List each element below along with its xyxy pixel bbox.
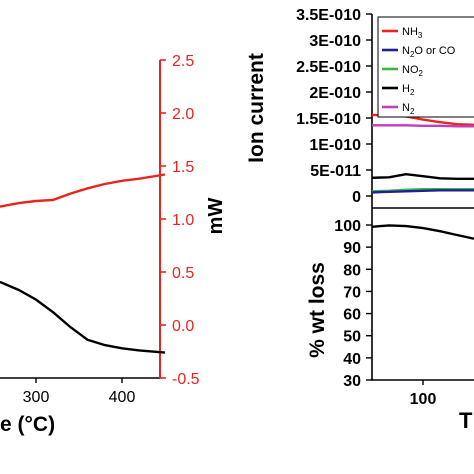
- x-axis-tick-labels: 300 400: [23, 389, 136, 406]
- right-axis-label: mW: [205, 198, 227, 235]
- ion-current-tick-label: 1E-010: [309, 137, 361, 154]
- n2o-or-co-line: [371, 189, 474, 194]
- right-axis-tick-labels: 2.5 2.0 1.5 1.0 0.5 0.0 -0.5: [172, 53, 200, 388]
- dsc-plot-frame: [0, 60, 161, 379]
- h2-line: [371, 172, 474, 181]
- wt-loss-tick-label: 30: [343, 373, 361, 390]
- x-axis-tick-label: 300: [23, 389, 50, 406]
- x-axis-label-fragment: e (°C): [0, 413, 55, 436]
- x-axis-tick-label: 400: [109, 389, 136, 406]
- ion-current-tick-label: 0: [352, 189, 361, 206]
- x-axis-ticks: [35, 378, 123, 383]
- wt-loss-ticks: [366, 224, 372, 381]
- ms-x-axis-tick-label: 100: [410, 391, 437, 408]
- ms-x-axis-label-fragment: T: [459, 408, 473, 433]
- ms-tga-panel: Ion current % wt loss 3.5E-010 3E-010 2.5E…: [245, 7, 474, 433]
- wt-loss-tick-label: 70: [343, 284, 361, 301]
- dsc-panel: 2.5 2.0 1.5 1.0 0.5 0.0 -0.5 mW 300 400 e (°C): [0, 53, 227, 436]
- legend-label: NO2: [402, 64, 424, 78]
- wt-loss-tick-label: 50: [343, 329, 361, 346]
- wt-loss-tick-labels: 100 90 80 70 60 50 40 30: [334, 218, 361, 390]
- wt-loss-line: [371, 224, 474, 240]
- wt-loss-tick-label: 80: [343, 262, 361, 279]
- legend-label: N2O or CO: [402, 45, 456, 59]
- right-axis-tick-label: 0.0: [172, 318, 194, 335]
- dsc-series-group: [0, 173, 166, 354]
- legend-box: [377, 16, 474, 118]
- legend-label: NH3: [402, 26, 423, 40]
- ion-current-tick-label: 3E-010: [309, 33, 361, 50]
- dsc-black-line: [0, 280, 166, 354]
- ion-current-series-group: [371, 113, 474, 194]
- ion-current-ticks: [366, 13, 372, 197]
- wt-loss-tick-label: 100: [334, 218, 361, 235]
- right-axis-tick-label: 0.5: [172, 265, 194, 282]
- ion-current-tick-label: 2E-010: [309, 85, 361, 102]
- wt-loss-axis-label: % wt loss: [306, 262, 329, 358]
- ion-current-axis-label: Ion current: [245, 53, 268, 163]
- right-axis-ticks: [160, 59, 166, 379]
- wt-loss-tick-label: 90: [343, 240, 361, 257]
- right-axis-tick-label: 2.5: [172, 53, 194, 70]
- ion-current-tick-label: 2.5E-010: [296, 59, 361, 76]
- ion-current-tick-labels: 3.5E-010 3E-010 2.5E-010 2E-010 1.5E-010 1E-0…: [296, 7, 361, 206]
- ms-x-axis-tick-labels: 100: [410, 391, 437, 408]
- ion-current-tick-label: 5E-011: [310, 163, 361, 180]
- ion-current-tick-label: 3.5E-010: [296, 7, 361, 24]
- right-axis-tick-label: 1.5: [172, 159, 194, 176]
- ion-current-tick-label: 1.5E-010: [296, 111, 361, 128]
- wt-loss-tick-label: 60: [343, 307, 361, 324]
- right-axis-tick-label: 1.0: [172, 212, 194, 229]
- wt-loss-series-group: [371, 224, 474, 240]
- right-axis-tick-label: 2.0: [172, 106, 194, 123]
- wt-loss-tick-label: 40: [343, 351, 361, 368]
- n2-line: [372, 124, 474, 128]
- dsc-heat-flow-line: [0, 173, 166, 208]
- right-axis-tick-label: -0.5: [172, 371, 200, 388]
